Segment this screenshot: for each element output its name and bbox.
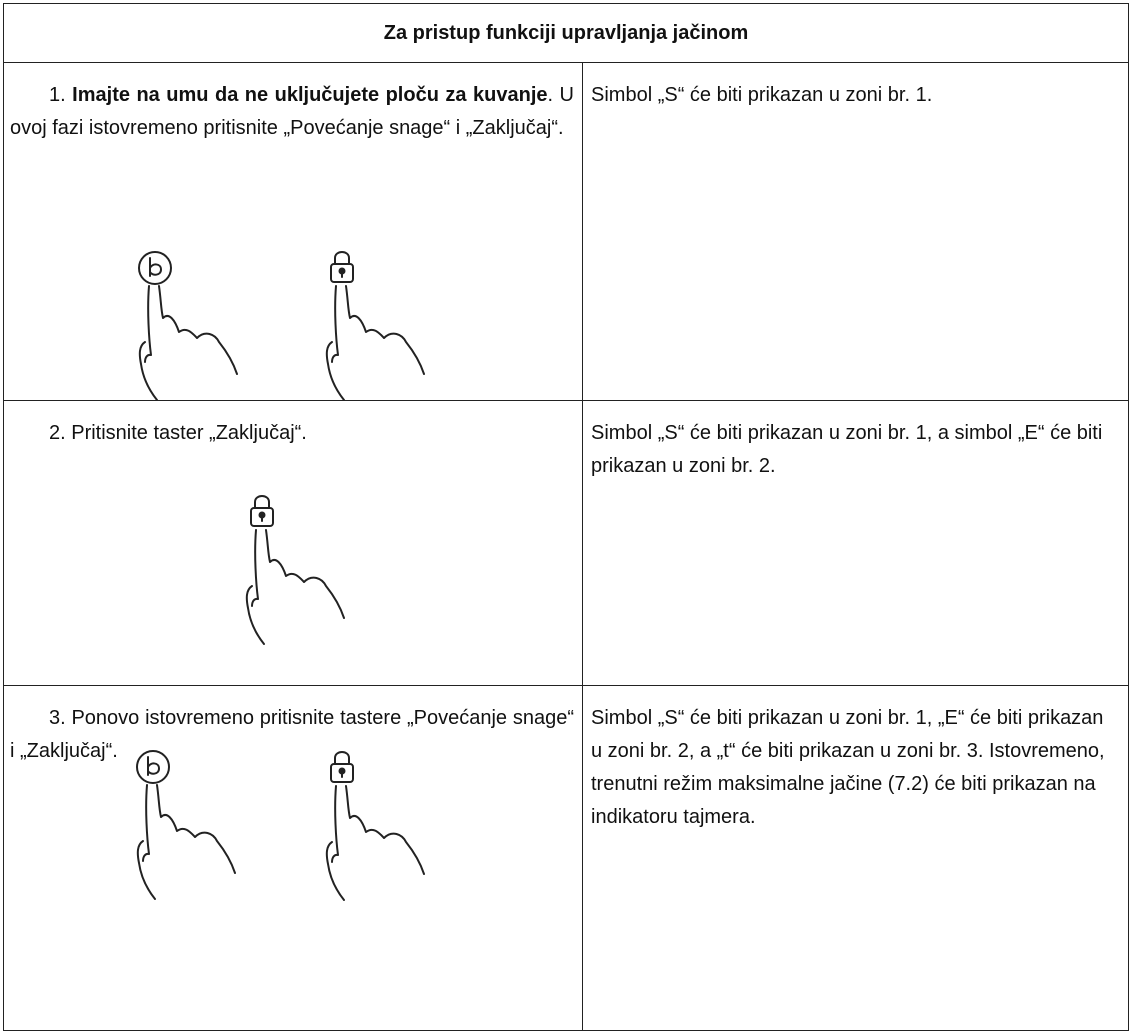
step-text: 2. Pritisnite taster „Zaključaj“. [49, 422, 307, 444]
step-bold-text: Imajte na umu da ne uključujete ploču za… [72, 84, 548, 106]
instruction-table: Za pristup funkciji upravljanja jačinom … [3, 3, 1129, 1031]
result-cell: Simbol „S“ će biti prikazan u zoni br. 1… [582, 400, 1129, 686]
step-text: 3. Ponovo istovremeno pritisnite tastere… [10, 707, 574, 762]
step-cell: 3. Ponovo istovremeno pritisnite tastere… [3, 685, 583, 1031]
step-cell: 1. Imajte na umu da ne uključujete ploču… [3, 62, 583, 401]
table-header: Za pristup funkciji upravljanja jačinom [3, 3, 1129, 63]
result-cell: Simbol „S“ će biti prikazan u zoni br. 1… [582, 62, 1129, 401]
step-text: 1. [49, 84, 73, 106]
step-text: . U ovoj fazi istovremeno pritisnite „Po… [10, 84, 574, 139]
step-cell: 2. Pritisnite taster „Zaključaj“. [3, 400, 583, 686]
result-cell: Simbol „S“ će biti prikazan u zoni br. 1… [582, 685, 1129, 1031]
